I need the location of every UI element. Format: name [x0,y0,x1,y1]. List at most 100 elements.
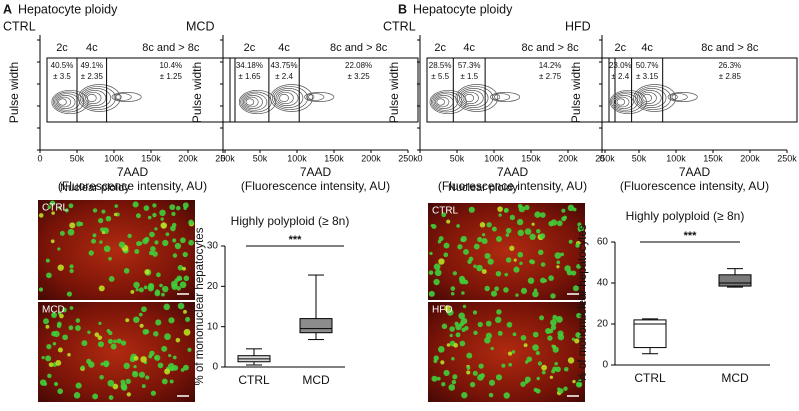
nucleus [107,379,115,387]
gate-percent: 57.3% [458,61,481,70]
nucleus [498,213,502,217]
nucleus [174,278,179,283]
nucleus [552,314,558,320]
gate-percent: 10.4% [159,61,182,70]
nucleus [495,270,502,277]
nucleus [88,361,95,368]
nucleus [156,272,161,278]
nucleus [51,312,56,317]
significance: *** [684,230,698,242]
nucleus [437,240,442,244]
nucleus [552,366,558,372]
x-tick-label: 0 [220,153,225,163]
nucleus [47,373,52,379]
nucleus [441,323,448,330]
nucleus [428,290,435,297]
x-tick-label: 50k [70,153,85,163]
nucleus [551,344,555,348]
gate-name: 4c [86,42,98,54]
nucleus [182,266,186,271]
contour [435,96,450,108]
nucleus [443,369,450,377]
contour [616,98,626,106]
x-tick-label: 200k [558,153,578,163]
nucleus [154,354,161,361]
nucleus [188,239,194,246]
nucleus [69,222,76,229]
gate-percent: 28.5% [429,61,452,70]
nucleus [134,249,140,255]
nucleus [536,229,541,234]
gate-name: 4c [278,42,290,54]
nucleus [99,227,105,232]
nucleus [138,371,146,378]
nucleus [172,355,177,360]
nucleus [501,363,506,368]
nucleus [99,374,104,380]
nucleus [172,238,177,243]
nucleus [183,206,187,211]
nucleus [153,331,159,337]
contour [633,84,676,112]
nucleus [161,378,168,385]
nucleus [161,292,165,297]
nucleus [185,316,191,322]
nucleus [455,332,461,338]
nucleus [561,208,566,213]
nucleus [523,343,528,348]
gate-name: 2c [614,42,626,54]
nucleus [58,206,62,210]
nucleus [101,209,106,214]
nucleus [47,205,52,209]
x-tick-label: 50k [632,153,647,163]
nucleus [123,268,130,274]
nucleus [509,245,515,251]
nucleus [532,331,539,338]
nucleus [81,340,88,347]
nucleus [540,262,546,267]
contour [430,91,463,113]
gate-name: 8c and > 8c [521,42,579,54]
nucleus [505,227,512,234]
nucleus [59,313,64,319]
nucleus [577,222,582,227]
nucleus [505,257,512,263]
gate-name: 4c [463,42,475,54]
gate-name: 8c and > 8c [330,42,388,54]
y-tick-label: 20 [207,281,219,292]
box [299,318,333,334]
y-tick-label: 10 [207,321,219,332]
x-tick-label: 250k [215,153,235,163]
nucleus [512,332,517,337]
nucleus [550,219,558,226]
nucleus [171,211,176,217]
contour [436,98,445,106]
gate-sd: ± 3.5 [53,72,71,81]
y-tick-label: 0 [602,360,608,371]
nucleus [481,233,486,237]
nucleus [459,340,466,347]
nucleus [43,318,49,325]
nucleus [133,355,139,361]
nucleus [133,364,137,369]
x-tick-label: 250k [398,153,418,163]
gate-box [229,57,419,123]
nucleus [550,319,557,326]
nucleus [168,317,175,324]
nucleus [73,392,81,399]
nucleus [161,345,168,352]
contour [52,91,85,113]
nucleus [88,250,94,256]
nucleus [431,375,438,382]
nucleus [556,265,560,269]
nucleus [108,395,114,400]
nucleus [448,384,456,391]
nucleus [155,319,162,326]
nucleus [152,212,157,218]
x-tick-label: 200k [740,153,760,163]
gate-sd: ± 1.5 [460,72,478,81]
gate-name: 8c and > 8c [142,42,200,54]
nucleus [169,379,174,384]
nucleus [486,222,492,228]
nucleus [576,264,581,269]
